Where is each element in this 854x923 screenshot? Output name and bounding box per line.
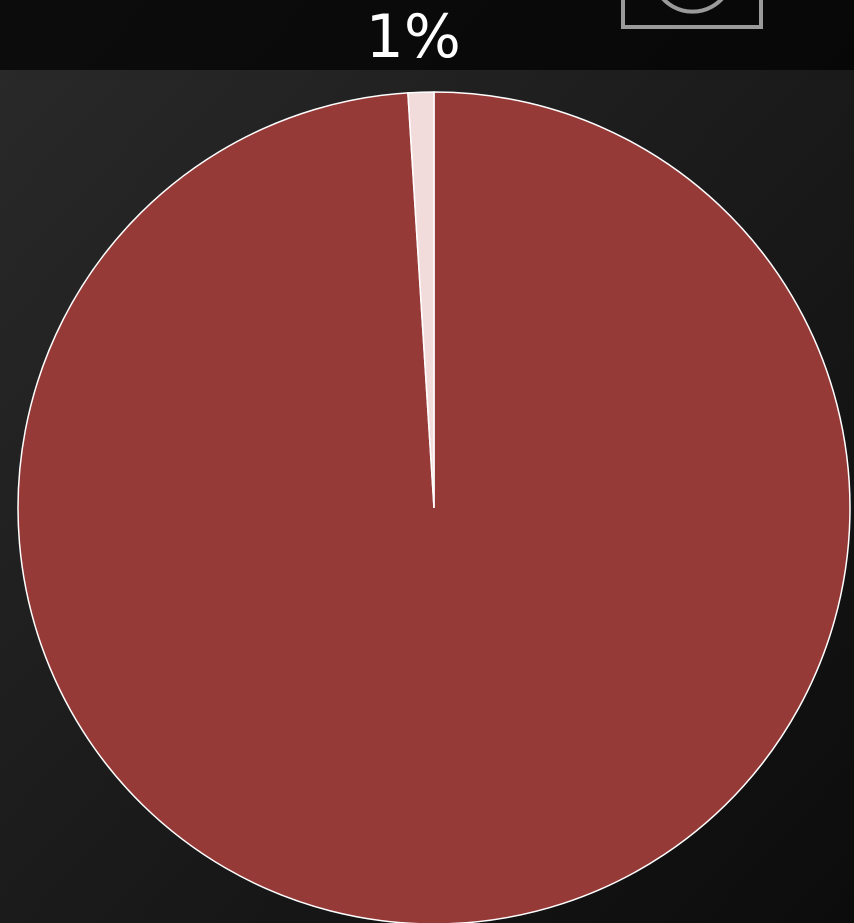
data-label: 1% xyxy=(366,2,461,72)
pie-slice xyxy=(17,91,851,923)
pie: 1% xyxy=(17,2,851,923)
top-band xyxy=(0,0,854,70)
pie-slice xyxy=(407,91,435,509)
camera-icon-lens xyxy=(661,0,724,14)
camera-icon-frame xyxy=(621,0,763,29)
